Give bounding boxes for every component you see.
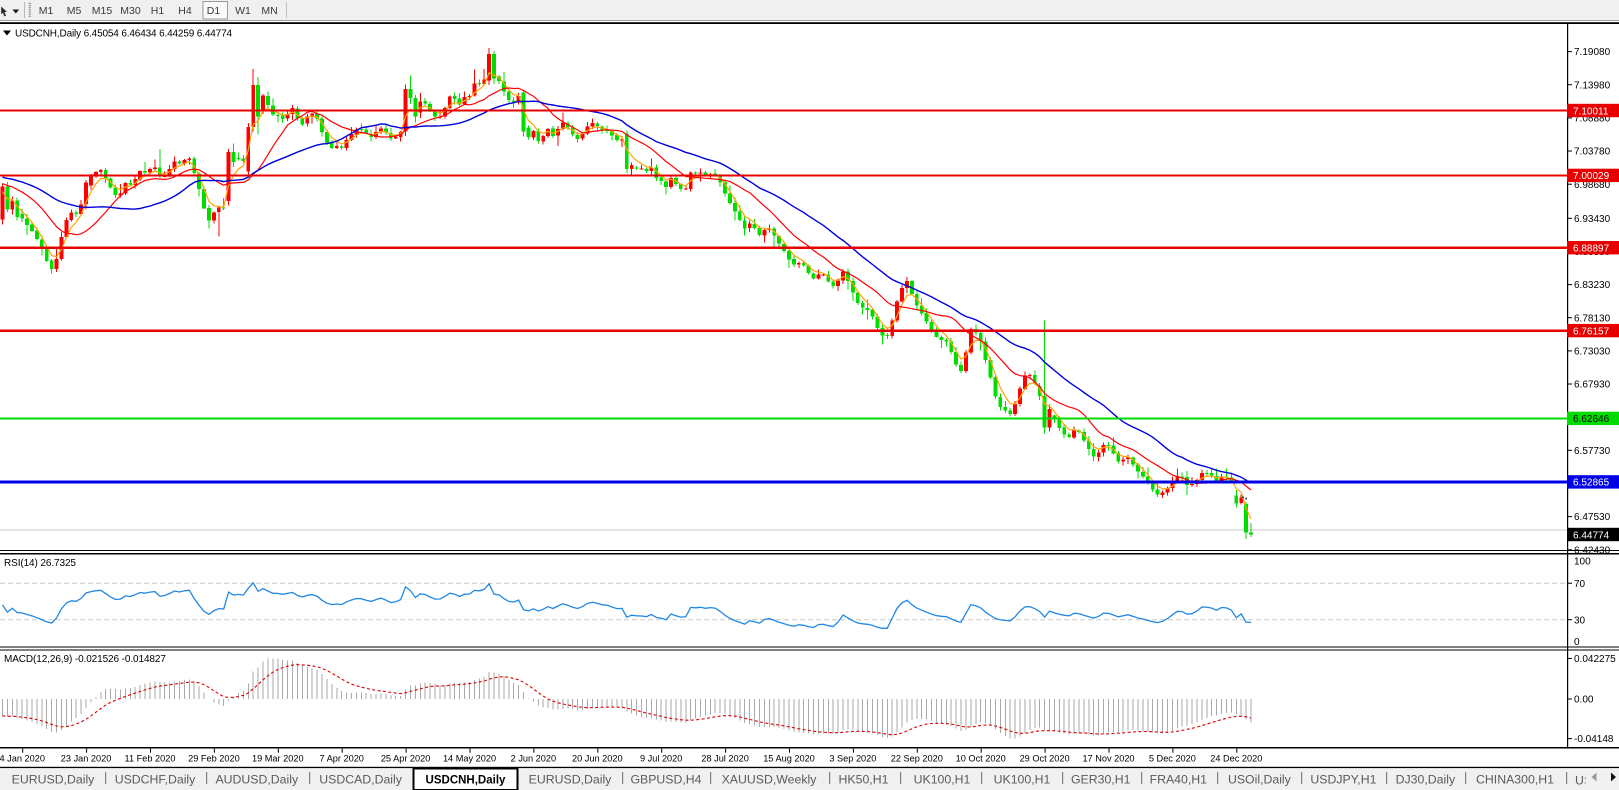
svg-text:GER30,H1: GER30,H1 xyxy=(1071,773,1131,787)
svg-text:UK100,H1: UK100,H1 xyxy=(914,773,971,787)
svg-text:70: 70 xyxy=(1574,579,1586,590)
svg-text:3 Sep 2020: 3 Sep 2020 xyxy=(829,754,876,764)
svg-text:USDCNH,Daily 6.45054 6.46434: USDCNH,Daily 6.45054 6.46434 6.44259 6.4… xyxy=(15,29,232,40)
svg-text:USOil,Daily: USOil,Daily xyxy=(1228,773,1292,787)
svg-text:H4: H4 xyxy=(178,5,192,17)
svg-text:29 Feb 2020: 29 Feb 2020 xyxy=(188,754,240,764)
svg-text:AUDUSD,Daily: AUDUSD,Daily xyxy=(215,773,299,787)
svg-text:6.57730: 6.57730 xyxy=(1574,446,1611,457)
svg-text:6.88897: 6.88897 xyxy=(1573,244,1610,255)
svg-text:USDJPY,H1: USDJPY,H1 xyxy=(1310,773,1376,787)
svg-text:6.93430: 6.93430 xyxy=(1574,214,1611,225)
svg-text:XAUUSD,Weekly: XAUUSD,Weekly xyxy=(722,773,818,787)
svg-text:M1: M1 xyxy=(39,5,54,17)
svg-text:-0.04148: -0.04148 xyxy=(1574,734,1614,745)
svg-text:USDCAD,Daily: USDCAD,Daily xyxy=(319,773,403,787)
svg-text:22 Sep 2020: 22 Sep 2020 xyxy=(891,754,943,764)
svg-text:0.042275: 0.042275 xyxy=(1574,654,1616,665)
svg-text:19 Mar 2020: 19 Mar 2020 xyxy=(252,754,304,764)
svg-text:10 Oct 2020: 10 Oct 2020 xyxy=(956,754,1006,764)
svg-text:DJ30,Daily: DJ30,Daily xyxy=(1396,773,1456,787)
svg-text:9 Jul 2020: 9 Jul 2020 xyxy=(640,754,682,764)
svg-text:7.00029: 7.00029 xyxy=(1573,171,1610,182)
svg-text:H1: H1 xyxy=(151,5,165,17)
svg-text:20 Jun 2020: 20 Jun 2020 xyxy=(572,754,623,764)
svg-text:6.67930: 6.67930 xyxy=(1574,380,1611,391)
svg-text:6.42430: 6.42430 xyxy=(1574,545,1611,556)
svg-text:14 May 2020: 14 May 2020 xyxy=(443,754,496,764)
svg-text:7.13980: 7.13980 xyxy=(1574,80,1611,91)
svg-text:CHINA300,H1: CHINA300,H1 xyxy=(1476,773,1554,787)
svg-text:6.98680: 6.98680 xyxy=(1574,180,1611,191)
svg-text:17 Nov 2020: 17 Nov 2020 xyxy=(1082,754,1134,764)
svg-text:FRA40,H1: FRA40,H1 xyxy=(1150,773,1208,787)
svg-text:6.83230: 6.83230 xyxy=(1574,280,1611,291)
svg-text:25 Apr 2020: 25 Apr 2020 xyxy=(381,754,431,764)
svg-text:HK50,H1: HK50,H1 xyxy=(839,773,889,787)
svg-text:100: 100 xyxy=(1574,556,1591,567)
svg-text:28 Jul 2020: 28 Jul 2020 xyxy=(701,754,749,764)
svg-text:2 Jun 2020: 2 Jun 2020 xyxy=(511,754,556,764)
svg-text:USDCNH,Daily: USDCNH,Daily xyxy=(426,775,506,787)
svg-text:7.10011: 7.10011 xyxy=(1573,106,1609,117)
svg-text:EURUSD,Daily: EURUSD,Daily xyxy=(529,773,613,787)
svg-text:6.62646: 6.62646 xyxy=(1573,414,1610,425)
svg-text:W1: W1 xyxy=(235,5,251,17)
svg-text:MN: MN xyxy=(261,5,277,17)
svg-text:29 Oct 2020: 29 Oct 2020 xyxy=(1020,754,1070,764)
svg-text:7 Apr 2020: 7 Apr 2020 xyxy=(319,754,363,764)
svg-text:D1: D1 xyxy=(207,5,221,17)
svg-text:5 Dec 2020: 5 Dec 2020 xyxy=(1149,754,1196,764)
svg-text:11 Feb 2020: 11 Feb 2020 xyxy=(125,754,176,764)
svg-text:RSI(14) 26.7325: RSI(14) 26.7325 xyxy=(4,558,76,569)
svg-text:24 Dec 2020: 24 Dec 2020 xyxy=(1210,754,1262,764)
svg-text:7.03780: 7.03780 xyxy=(1574,147,1611,158)
svg-text:15 Aug 2020: 15 Aug 2020 xyxy=(763,754,815,764)
svg-text:6.52865: 6.52865 xyxy=(1573,478,1610,489)
svg-text:7.19080: 7.19080 xyxy=(1574,47,1611,58)
svg-text:M5: M5 xyxy=(67,5,82,17)
svg-text:M15: M15 xyxy=(92,5,113,17)
svg-text:M30: M30 xyxy=(120,5,141,17)
svg-text:7.08880: 7.08880 xyxy=(1574,114,1611,125)
svg-text:6.78130: 6.78130 xyxy=(1574,313,1611,324)
svg-text:0.00: 0.00 xyxy=(1574,695,1594,706)
svg-text:GBPUSD,H4: GBPUSD,H4 xyxy=(630,773,701,787)
svg-text:6.47530: 6.47530 xyxy=(1574,512,1611,523)
svg-text:4 Jan 2020: 4 Jan 2020 xyxy=(0,754,45,764)
svg-text:MACD(12,26,9) -0.021526 -0.014: MACD(12,26,9) -0.021526 -0.014827 xyxy=(4,654,166,665)
svg-text:USDCHF,Daily: USDCHF,Daily xyxy=(115,773,196,787)
svg-text:0: 0 xyxy=(1574,637,1580,648)
svg-text:6.76157: 6.76157 xyxy=(1573,326,1610,337)
svg-text:6.44774: 6.44774 xyxy=(1573,530,1610,541)
svg-text:6.73030: 6.73030 xyxy=(1574,347,1611,358)
svg-text:23 Jan 2020: 23 Jan 2020 xyxy=(61,754,112,764)
svg-text:EURUSD,Daily: EURUSD,Daily xyxy=(12,773,96,787)
svg-text:UK100,H1: UK100,H1 xyxy=(994,773,1051,787)
svg-text:30: 30 xyxy=(1574,615,1586,626)
